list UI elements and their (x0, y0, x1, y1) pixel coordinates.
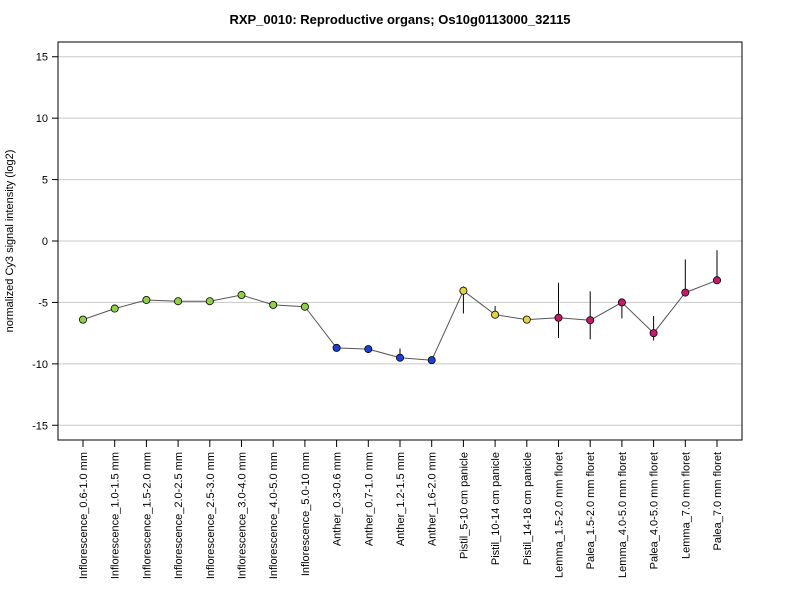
x-tick-label: Lemma_7.0 mm floret (680, 452, 692, 559)
data-point (713, 276, 722, 285)
x-tick-label: Lemma_1.5-2.0 mm floret (554, 452, 566, 578)
data-point (142, 295, 151, 304)
x-tick-label: Pistil_5-10 cm panicle (458, 452, 470, 559)
data-point (586, 316, 595, 325)
y-tick-label: 0 (42, 236, 48, 248)
data-point (79, 315, 88, 324)
line-layer (82, 279, 718, 361)
data-point (427, 356, 436, 365)
data-point (522, 315, 531, 324)
y-tick-label: 10 (36, 113, 48, 125)
data-point (174, 297, 183, 306)
x-tick-label: Inflorescence_0.6-1.0 mm (78, 452, 90, 579)
grid-layer (58, 56, 742, 426)
label-layer: -15 -10 -5 0 5 10 15 normalized Cy3 signal inte… (4, 52, 724, 579)
data-point (459, 286, 468, 295)
data-point (110, 304, 119, 313)
x-tick-label: Inflorescence_1.5-2.0 mm (141, 452, 153, 579)
x-tick-label: Anther_1.6-2.0 mm (427, 452, 439, 546)
data-point (269, 300, 278, 309)
data-point (332, 343, 341, 352)
x-tick-label: Anther_0.3-0.6 mm (332, 452, 344, 546)
data-point (491, 310, 500, 319)
x-tick-label: Inflorescence_3.0-4.0 mm (237, 452, 249, 579)
x-tick-label: Anther_0.7-1.0 mm (363, 452, 375, 546)
x-tick-label: Inflorescence_2.0-2.5 mm (173, 452, 185, 579)
chart-title: RXP_0010: Reproductive organs; Os10g0113… (229, 12, 571, 27)
x-tick-label: Anther_1.2-1.5 mm (395, 452, 407, 546)
y-tick-label: -15 (32, 420, 48, 432)
y-tick-label: 15 (36, 52, 48, 64)
axis-layer (52, 56, 718, 447)
data-point (237, 291, 246, 300)
x-tick-label: Inflorescence_1.0-1.5 mm (110, 452, 122, 579)
y-axis-label: normalized Cy3 signal intensity (log2) (4, 150, 16, 333)
data-point (681, 288, 690, 297)
x-tick-label: Palea_7.0 mm floret (712, 452, 724, 550)
x-tick-label: Lemma_4.0-5.0 mm floret (617, 452, 629, 578)
x-tick-label: Inflorescence_2.5-3.0 mm (205, 452, 217, 579)
x-tick-label: Palea_4.0-5.0 mm floret (649, 452, 661, 569)
x-tick-label: Pistil_10-14 cm panicle (490, 452, 502, 565)
series-line (82, 279, 718, 361)
plot-frame (57, 41, 743, 441)
data-point (554, 313, 563, 322)
x-tick-label: Pistil_14-18 cm panicle (522, 452, 534, 565)
point-layer (79, 276, 722, 365)
data-point (205, 297, 214, 306)
x-tick-label: Palea_1.5-2.0 mm floret (585, 452, 597, 569)
x-tick-label: Inflorescence_5.0-10 mm (300, 452, 312, 576)
data-point (395, 353, 404, 362)
data-point (649, 329, 658, 338)
y-tick-label: -10 (32, 359, 48, 371)
data-point (617, 298, 626, 307)
x-tick-label: Inflorescence_4.0-5.0 mm (268, 452, 280, 579)
y-tick-label: 5 (42, 175, 48, 187)
y-tick-label: -5 (38, 297, 48, 309)
data-point (300, 302, 309, 311)
data-point (364, 345, 373, 354)
